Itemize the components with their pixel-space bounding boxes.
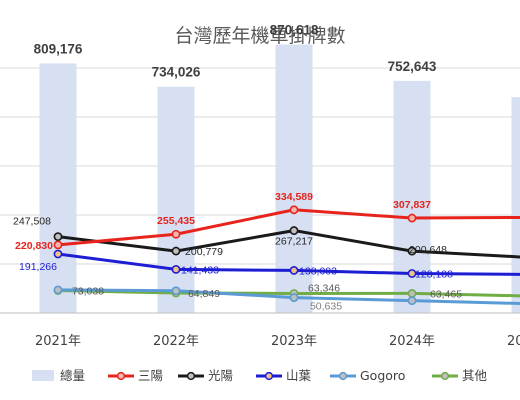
data-label-sanyang-1: 255,435 bbox=[157, 215, 195, 227]
data-label-other-3: 63,465 bbox=[430, 288, 462, 300]
bar-total-label-3: 752,643 bbox=[388, 59, 437, 74]
bar-total-label-2: 870,618 bbox=[270, 22, 319, 37]
data-label-other-0: 73,038 bbox=[72, 285, 104, 297]
data-label-yamaha-3: 128,188 bbox=[415, 268, 453, 280]
bar-total-label-0: 809,176 bbox=[34, 41, 83, 56]
data-label-other-2: 63,346 bbox=[308, 282, 340, 294]
marker-sanyang-1 bbox=[171, 229, 181, 239]
marker-yamaha-0 bbox=[53, 249, 63, 259]
bar-total-label-1: 734,026 bbox=[152, 65, 201, 80]
bar-total-0 bbox=[39, 63, 77, 313]
marker-gogoro-0 bbox=[53, 285, 63, 295]
marker-sanyang-0 bbox=[53, 240, 63, 250]
marker-kymco-1 bbox=[171, 246, 181, 256]
data-label-yamaha-2: 138,003 bbox=[299, 265, 337, 277]
marker-gogoro-1 bbox=[171, 286, 181, 296]
data-label-sanyang-0: 220,830 bbox=[15, 240, 53, 252]
data-label-kymco-3: 200,648 bbox=[409, 244, 447, 256]
legend-label-total: 總量 bbox=[60, 368, 85, 383]
data-label-kymco-1: 200,779 bbox=[185, 246, 223, 258]
data-label-kymco-0: 247,508 bbox=[13, 216, 51, 228]
data-label-yamaha-0: 191,266 bbox=[19, 261, 57, 273]
marker-yamaha-3 bbox=[407, 269, 417, 278]
x-tick-label-3: 2024年 bbox=[389, 334, 435, 349]
grid-layer bbox=[0, 67, 520, 265]
legend-marker-sanyang bbox=[116, 371, 126, 381]
marker-kymco-0 bbox=[53, 232, 63, 242]
legend-marker-other bbox=[440, 371, 450, 381]
x-tick-label-0: 2021年 bbox=[35, 334, 81, 349]
x-tick-label-2: 2023年 bbox=[271, 334, 317, 349]
data-label-kymco-2: 267,217 bbox=[275, 236, 313, 248]
legend-label-sanyang: 三陽 bbox=[138, 368, 163, 383]
marker-kymco-2 bbox=[289, 226, 299, 235]
legend-marker-gogoro bbox=[338, 371, 348, 381]
data-label-sanyang-2: 334,589 bbox=[275, 191, 313, 203]
chart-title: 台灣歷年機車掛牌數 bbox=[174, 25, 345, 47]
x-tick-label-1: 2022年 bbox=[153, 334, 199, 349]
legend-marker-kymco bbox=[186, 371, 196, 381]
label-layer: 809,176734,026870,618752,64370220,830255… bbox=[13, 22, 462, 313]
marker-gogoro-2 bbox=[289, 293, 299, 302]
data-label-other-1: 64,849 bbox=[188, 288, 220, 300]
data-label-yamaha-1: 141,433 bbox=[181, 264, 219, 276]
legend: 總量 三陽 光陽 山葉 Gogoro 其他 bbox=[32, 368, 488, 383]
bar-total-4 bbox=[511, 97, 520, 314]
legend-label-other: 其他 bbox=[462, 368, 488, 383]
marker-gogoro-3 bbox=[407, 296, 417, 306]
x-tick-label-4: 2025年 bbox=[507, 334, 520, 349]
marker-other-3 bbox=[407, 289, 417, 298]
legend-marker-yamaha bbox=[264, 371, 274, 381]
marker-yamaha-2 bbox=[289, 266, 299, 275]
data-label-gogoro-2: 50,635 bbox=[310, 301, 342, 313]
legend-label-yamaha: 山葉 bbox=[286, 368, 312, 383]
marker-sanyang-2 bbox=[289, 205, 299, 215]
line-layer bbox=[53, 205, 520, 306]
marker-kymco-3 bbox=[407, 246, 417, 256]
data-label-sanyang-3: 307,837 bbox=[393, 199, 431, 211]
legend-label-kymco: 光陽 bbox=[208, 368, 233, 383]
marker-sanyang-3 bbox=[407, 213, 417, 223]
marker-yamaha-1 bbox=[171, 264, 181, 274]
axis-layer: 2021年 2022年 2023年 2024年 2025年 bbox=[0, 312, 520, 349]
legend-swatch-total bbox=[32, 370, 54, 381]
bar-total-1 bbox=[157, 86, 195, 313]
legend-label-gogoro: Gogoro bbox=[360, 368, 405, 383]
